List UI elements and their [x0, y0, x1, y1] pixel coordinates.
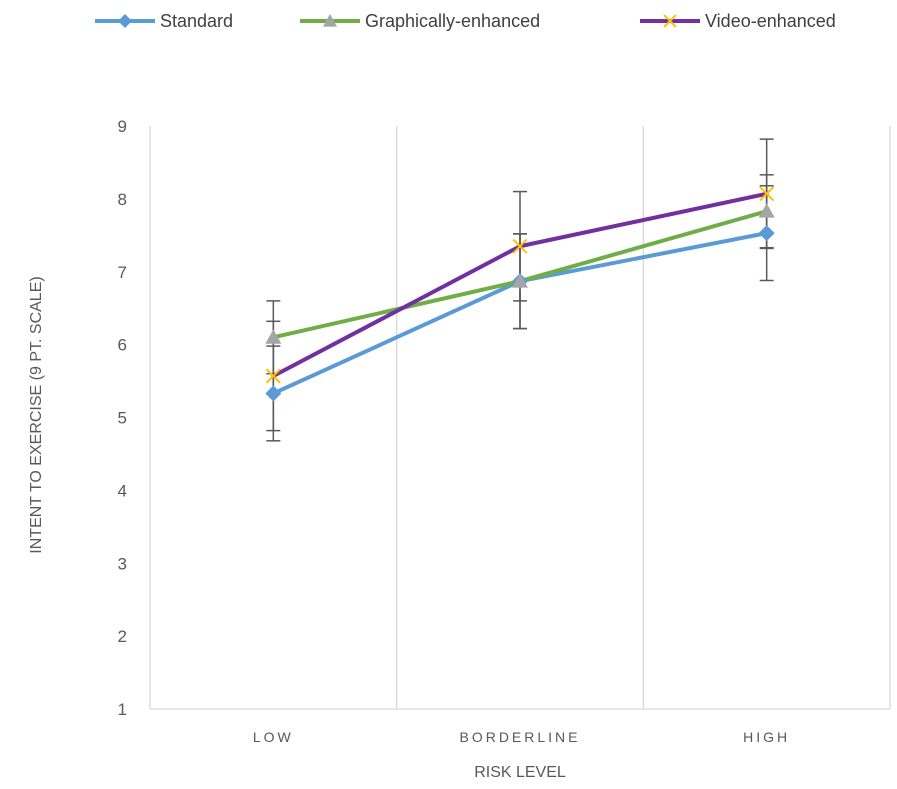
- legend-label: Video-enhanced: [705, 11, 836, 31]
- y-tick-label: 2: [118, 627, 127, 646]
- data-point: [265, 385, 282, 402]
- legend-marker: [323, 14, 337, 27]
- legend-item: Standard: [95, 11, 233, 31]
- x-marker-stroke: [663, 14, 677, 28]
- data-point: [758, 203, 775, 218]
- y-axis-title: INTENT TO EXERCISE (9 PT. SCALE): [28, 276, 45, 553]
- x-axis-ticks: LOW BORDERLINE HIGH: [253, 729, 790, 745]
- x-marker-stroke: [265, 368, 281, 384]
- data-point: [265, 329, 282, 344]
- y-axis-ticks: 1 2 3 4 5 6 7 8 9: [118, 117, 127, 719]
- y-tick-label: 1: [118, 700, 127, 719]
- x-tick-label: LOW: [253, 729, 294, 745]
- y-tick-label: 5: [118, 409, 127, 428]
- x-tick-label: HIGH: [743, 729, 790, 745]
- y-tick-label: 8: [118, 190, 127, 209]
- y-tick-label: 7: [118, 263, 127, 282]
- x-marker-stroke: [512, 238, 528, 254]
- data-point: [758, 225, 775, 242]
- data-point: [512, 238, 528, 254]
- y-tick-label: 6: [118, 336, 127, 355]
- legend-item: Graphically-enhanced: [300, 11, 540, 31]
- error-bars: [266, 138, 774, 442]
- x-tick-label: BORDERLINE: [459, 729, 580, 745]
- legend: Standard Graphically-enhanced Video-enhanc…: [95, 11, 836, 31]
- y-tick-label: 9: [118, 117, 127, 136]
- legend-item: Video-enhanced: [640, 11, 836, 31]
- legend-label: Graphically-enhanced: [365, 11, 540, 31]
- data-point: [265, 368, 281, 384]
- series-markers: [265, 186, 775, 402]
- plot-area: 1 2 3 4 5 6 7 8 9 LOW BORDERLINE HIGH: [118, 117, 891, 745]
- legend-marker: [118, 14, 132, 28]
- gridlines: [149, 126, 891, 710]
- data-point: [759, 186, 775, 202]
- y-tick-label: 3: [118, 554, 127, 573]
- data-point: [512, 273, 528, 288]
- legend-label: Standard: [160, 11, 233, 31]
- y-tick-label: 4: [118, 481, 127, 500]
- legend-marker: [663, 14, 677, 28]
- x-axis-title: RISK LEVEL: [474, 764, 566, 781]
- x-marker-stroke: [759, 186, 775, 202]
